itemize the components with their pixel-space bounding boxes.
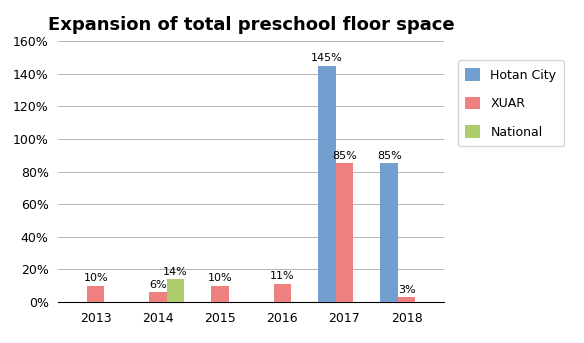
Bar xyxy=(166,279,184,302)
Legend: Hotan City, XUAR, National: Hotan City, XUAR, National xyxy=(458,60,564,146)
Text: 85%: 85% xyxy=(377,151,402,161)
Bar xyxy=(87,285,105,302)
Text: 10%: 10% xyxy=(208,273,232,283)
Bar xyxy=(398,297,415,302)
Bar xyxy=(336,163,353,302)
Text: 10%: 10% xyxy=(84,273,108,283)
Text: 14%: 14% xyxy=(163,267,187,276)
Bar xyxy=(149,292,166,302)
Text: 3%: 3% xyxy=(398,284,415,295)
Bar xyxy=(380,163,398,302)
Bar xyxy=(318,66,336,302)
Bar xyxy=(273,284,291,302)
Text: 85%: 85% xyxy=(332,151,357,161)
Bar xyxy=(211,285,229,302)
Text: 6%: 6% xyxy=(149,280,166,289)
Text: 11%: 11% xyxy=(270,271,294,282)
Title: Expansion of total preschool floor space: Expansion of total preschool floor space xyxy=(48,16,454,34)
Text: 145%: 145% xyxy=(311,53,343,63)
